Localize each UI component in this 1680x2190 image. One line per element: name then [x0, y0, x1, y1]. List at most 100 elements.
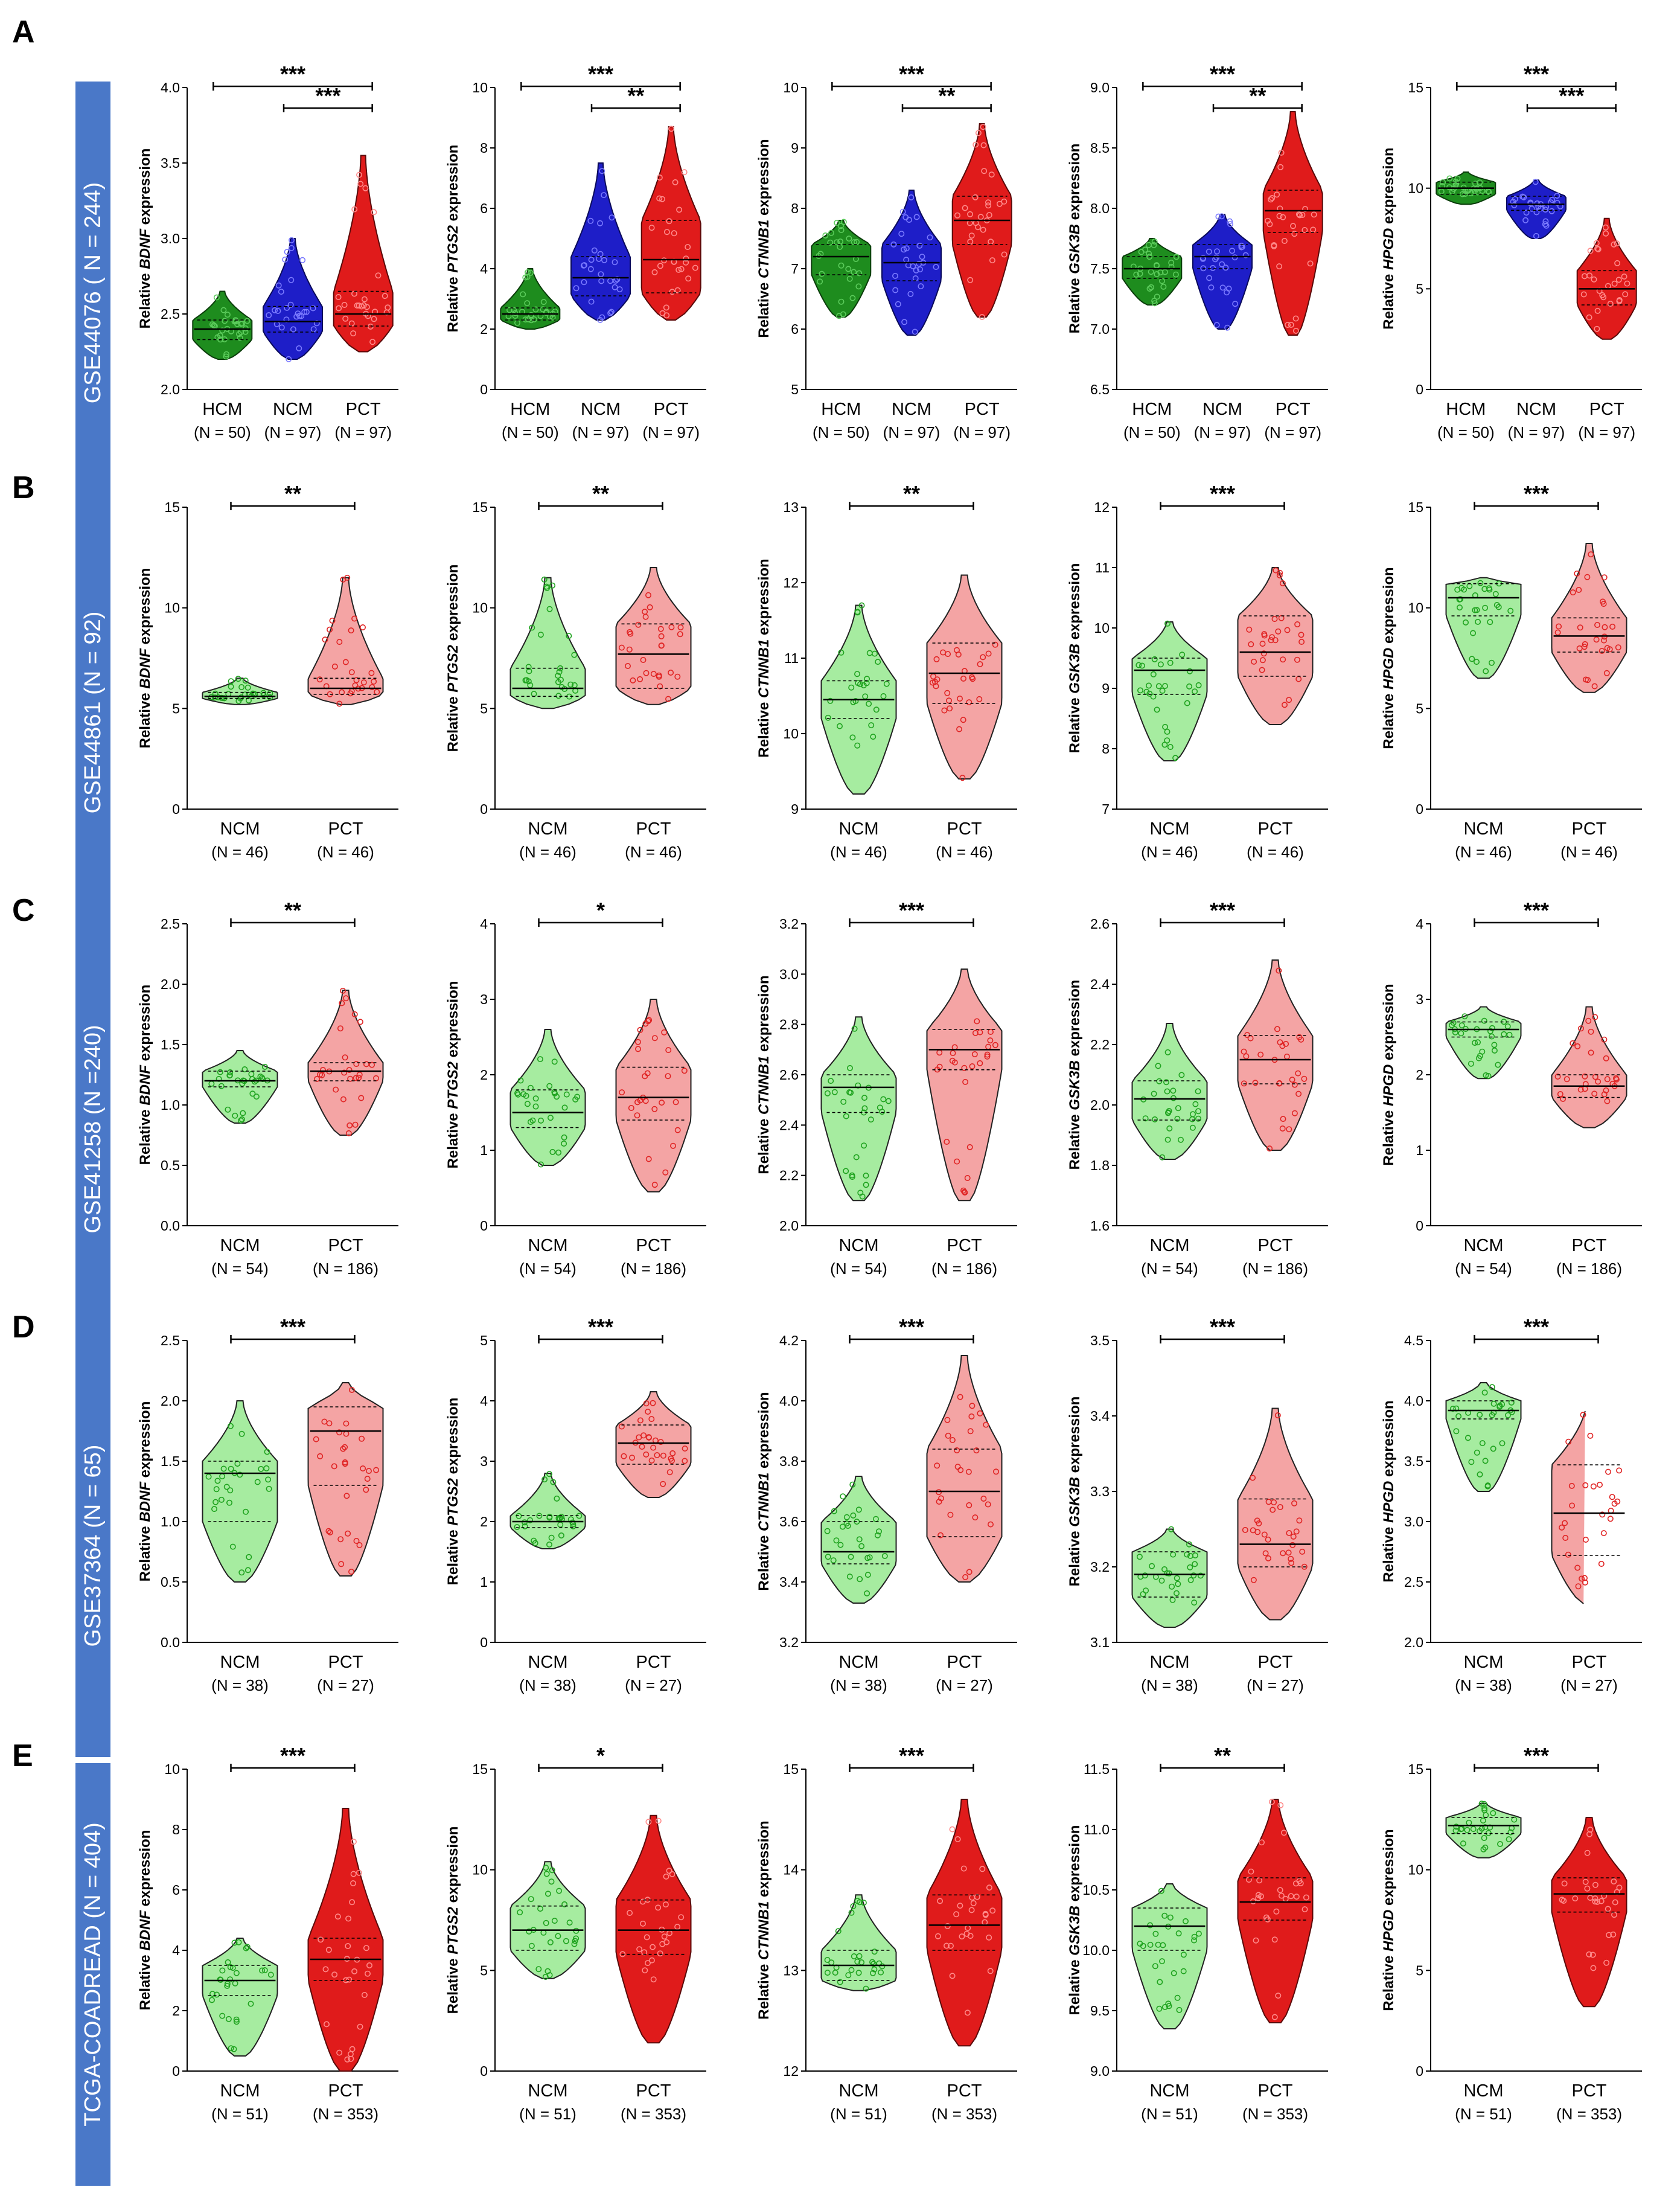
data-point — [849, 295, 856, 301]
data-point — [543, 583, 550, 590]
data-point — [937, 1898, 944, 1904]
data-point — [977, 1029, 983, 1036]
data-point — [293, 313, 300, 320]
data-point — [907, 290, 914, 297]
data-point — [957, 1903, 963, 1909]
data-point — [1470, 630, 1477, 636]
data-point — [1206, 275, 1213, 281]
y-tick-label: 1 — [1416, 1142, 1423, 1158]
data-point — [1554, 199, 1560, 206]
data-point — [648, 1957, 655, 1964]
data-point — [892, 272, 899, 279]
data-point — [1276, 572, 1283, 578]
dataset-band — [75, 1334, 110, 1757]
data-point — [982, 1912, 989, 1918]
data-point — [660, 1481, 666, 1487]
data-point — [658, 642, 665, 649]
data-point — [373, 1467, 380, 1473]
data-point — [662, 1901, 669, 1908]
x-n-label: (N = 27) — [625, 1676, 682, 1694]
data-point — [1483, 668, 1489, 674]
data-point — [329, 617, 336, 624]
data-point — [208, 694, 214, 700]
data-point — [261, 1967, 268, 1974]
y-tick-label: 4.0 — [1404, 1393, 1423, 1409]
data-point — [382, 293, 388, 299]
sig-label: *** — [588, 62, 613, 86]
data-point — [217, 1069, 223, 1075]
data-point — [1440, 179, 1446, 185]
data-point — [1139, 662, 1146, 669]
y-tick-label: 0.0 — [161, 1218, 180, 1234]
x-n-label: (N = 97) — [334, 423, 392, 441]
sig-label: ** — [284, 898, 301, 923]
x-n-label: (N = 46) — [519, 843, 577, 861]
data-point — [645, 1960, 651, 1967]
data-point — [1302, 206, 1309, 213]
x-n-label: (N = 54) — [1141, 1260, 1198, 1278]
data-point — [235, 676, 241, 682]
data-point — [1612, 1899, 1618, 1906]
data-point — [630, 677, 636, 684]
ylabel-prefix: Relative — [1381, 690, 1397, 749]
ylabel-suffix: expression — [1381, 147, 1397, 228]
data-point — [1534, 200, 1541, 207]
data-point — [361, 1992, 368, 1999]
data-point — [212, 694, 219, 701]
data-point — [1277, 1504, 1283, 1511]
data-point — [290, 326, 296, 333]
data-point — [1485, 1830, 1492, 1836]
x-category-label: PCT — [636, 2081, 671, 2101]
data-point — [1508, 1399, 1515, 1406]
data-point — [1154, 706, 1160, 713]
data-point — [947, 705, 953, 712]
data-point — [977, 1060, 983, 1066]
violin-pct — [1551, 1817, 1627, 2008]
y-axis-label: Relative CTNNB1 expression — [756, 139, 772, 338]
y-tick-label: 10.5 — [1082, 1882, 1110, 1898]
data-point — [927, 234, 933, 241]
data-point — [663, 1939, 670, 1945]
data-point — [899, 208, 906, 215]
data-point — [1301, 1563, 1308, 1570]
data-point — [1164, 1136, 1171, 1143]
data-point — [358, 1095, 365, 1101]
data-point — [1229, 248, 1236, 254]
data-point — [357, 181, 364, 187]
data-point — [599, 314, 605, 321]
ylabel-gene: GSK3B — [1067, 224, 1083, 274]
data-point — [1296, 1517, 1303, 1524]
data-point — [531, 1537, 537, 1544]
violin-pct — [1551, 1006, 1627, 1129]
data-point — [1200, 255, 1207, 261]
data-point — [1589, 1951, 1596, 1958]
data-point — [340, 1446, 347, 1452]
data-point — [856, 270, 863, 277]
violin-pct — [615, 1814, 692, 2044]
data-point — [245, 697, 252, 704]
data-point — [1273, 1908, 1280, 1915]
data-point — [868, 722, 875, 729]
y-tick-label: 3.3 — [1090, 1484, 1110, 1499]
y-tick-label: 3.2 — [779, 1634, 799, 1650]
violin-pct — [1576, 217, 1637, 340]
data-point — [351, 1968, 358, 1974]
data-point — [1222, 264, 1229, 271]
y-tick-label: 13 — [783, 1962, 799, 1978]
data-point — [547, 1939, 554, 1945]
data-point — [339, 1000, 345, 1007]
violin-pct — [926, 1799, 1003, 2047]
data-point — [971, 1051, 978, 1058]
data-point — [1482, 1824, 1489, 1831]
ylabel-suffix: expression — [137, 1401, 153, 1482]
data-point — [1499, 1440, 1506, 1447]
data-point — [1481, 586, 1488, 592]
violin-pct — [926, 969, 1003, 1202]
data-point — [1150, 693, 1157, 700]
ylabel-gene: CTNNB1 — [756, 639, 772, 698]
data-point — [642, 1098, 649, 1104]
data-point — [1265, 217, 1271, 224]
data-point — [571, 1941, 578, 1947]
data-point — [1299, 211, 1306, 218]
